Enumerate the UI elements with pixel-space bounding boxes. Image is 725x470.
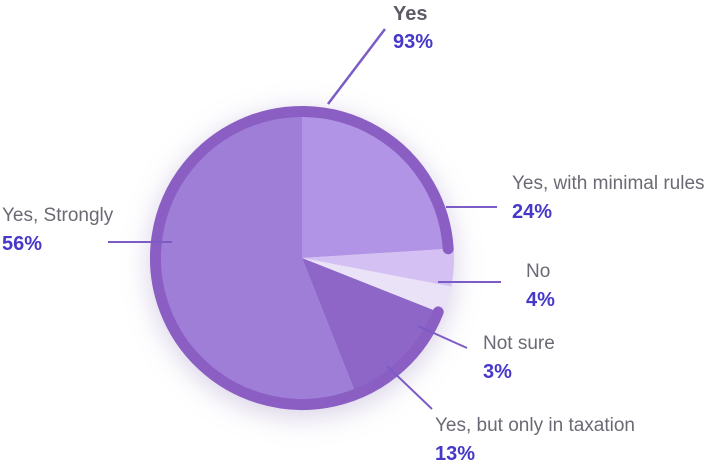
callout-not-sure: Not sure 3% <box>483 331 555 387</box>
leader-line-yes-total <box>327 28 386 105</box>
pie-slice-4 <box>157 113 356 403</box>
callout-yes-total: Yes 93% <box>393 1 433 57</box>
callout-percent: 24% <box>512 201 553 223</box>
callout-strongly: Yes, Strongly 56% <box>2 203 113 259</box>
callout-label: No <box>526 261 551 282</box>
callout-percent: 3% <box>483 361 512 383</box>
pie-total-ring-arc <box>150 106 454 410</box>
leader-line-taxation <box>386 365 433 410</box>
callout-label: Yes, Strongly <box>2 205 114 226</box>
callout-percent: 56% <box>2 233 43 255</box>
callout-percent: 4% <box>526 289 555 311</box>
callout-label: Yes, with minimal rules <box>512 173 705 194</box>
callout-minimal-rules: Yes, with minimal rules 24% <box>512 171 705 227</box>
pie-slice-0 <box>302 113 447 258</box>
pie-slice-1 <box>302 248 455 287</box>
callout-percent: 93% <box>393 31 434 53</box>
leader-line-not-sure <box>417 325 468 349</box>
callout-taxation: Yes, but only in taxation 13% <box>435 413 635 469</box>
callout-no: No 4% <box>526 259 555 315</box>
pie-slice-2 <box>302 258 452 314</box>
callout-label: Yes, but only in taxation <box>435 415 635 436</box>
callout-label: Yes <box>393 3 428 25</box>
callout-percent: 13% <box>435 443 476 465</box>
callout-label: Not sure <box>483 333 555 354</box>
